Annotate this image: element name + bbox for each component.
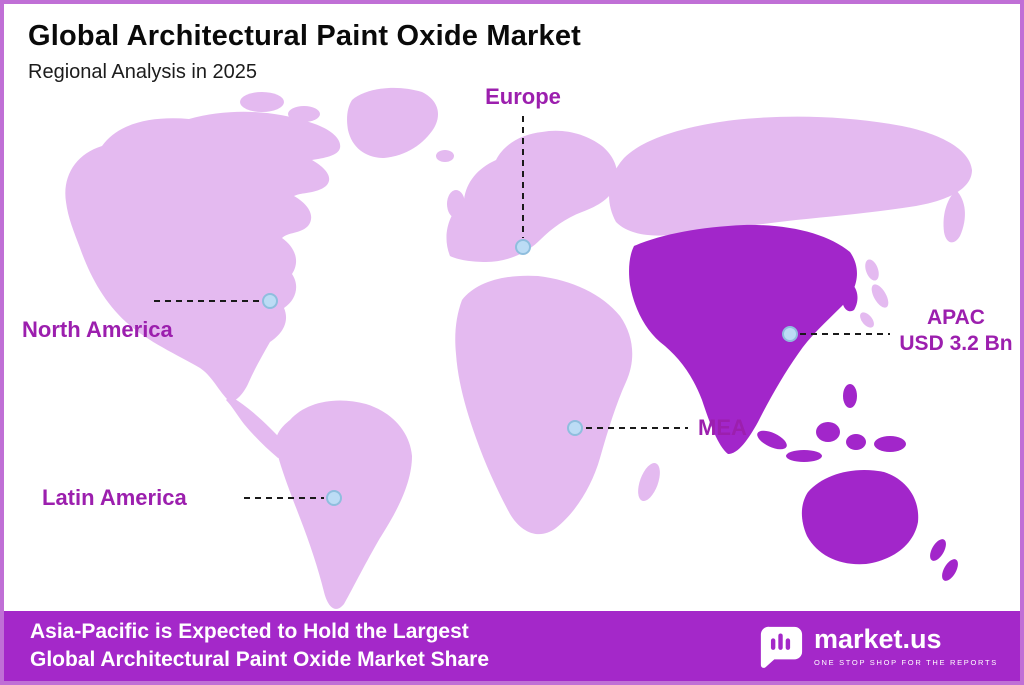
region-label-apac: APAC USD 3.2 Bn (888, 305, 1020, 358)
latin-america-marker (326, 490, 342, 506)
region-label-europe: Europe (485, 84, 561, 109)
europe-marker (515, 239, 531, 255)
world-map (65, 87, 972, 609)
apac-marker (782, 326, 798, 342)
philippines-island (843, 384, 857, 408)
sumatra-island (757, 430, 787, 450)
australia-landmass (801, 470, 919, 565)
brand-text: market.us ONE STOP SHOP FOR THE REPORTS (813, 623, 998, 667)
japan-island (871, 284, 889, 308)
europe-landmass (446, 130, 618, 262)
footer-banner: Asia-Pacific is Expected to Hold the Lar… (4, 611, 1020, 681)
borneo-island (816, 422, 840, 442)
apac-value-text: USD 3.2 Bn (899, 332, 1013, 356)
korea-peninsula (842, 282, 858, 312)
region-label-latin-america: Latin America (42, 485, 187, 510)
brand-name: market.us (813, 623, 942, 654)
region-markers (262, 239, 798, 506)
page-subtitle: Regional Analysis in 2025 (28, 61, 258, 83)
footer-caption: Asia-Pacific is Expected to Hold the Lar… (30, 618, 489, 675)
footer-caption-line1: Asia-Pacific is Expected to Hold the Lar… (30, 619, 469, 643)
marketus-logo-icon (760, 626, 803, 668)
north-america-landmass (65, 111, 341, 402)
arctic-island (288, 106, 320, 122)
mea-marker (567, 420, 583, 436)
page-title: Global Architectural Paint Oxide Market (28, 20, 582, 52)
header: Global Architectural Paint Oxide Market … (28, 20, 581, 84)
japan-island (860, 312, 874, 328)
iceland-island (436, 150, 454, 162)
central-america-landmass (226, 396, 292, 458)
africa-landmass (455, 275, 633, 535)
uk-island (447, 190, 465, 218)
leader-lines (154, 116, 890, 499)
region-label-mea: MEA (698, 415, 747, 440)
south-america-landmass (275, 400, 412, 609)
brand-tagline: ONE STOP SHOP FOR THE REPORTS (813, 657, 998, 667)
footer-caption-line2: Global Architectural Paint Oxide Market … (30, 648, 490, 671)
greenland-landmass (347, 87, 438, 158)
arctic-island (240, 92, 284, 112)
new-guinea-island (874, 436, 906, 452)
sulawesi-island (846, 434, 866, 450)
apac-label-text: APAC (927, 306, 985, 329)
madagascar-island (638, 462, 660, 502)
new-zealand-island (942, 559, 958, 581)
north-asia-landmass (609, 116, 972, 236)
north-america-marker (262, 293, 278, 309)
japan-island (865, 259, 879, 281)
brand-logo: market.us ONE STOP SHOP FOR THE REPORTS (758, 623, 998, 669)
region-label-north-america: North America (22, 317, 173, 342)
kamchatka-landmass (943, 190, 965, 243)
new-zealand-island (930, 539, 946, 561)
java-island (786, 450, 822, 462)
apac-highlight-region (629, 224, 958, 581)
asia-apac-landmass (629, 224, 857, 454)
base-landmasses (65, 87, 972, 609)
